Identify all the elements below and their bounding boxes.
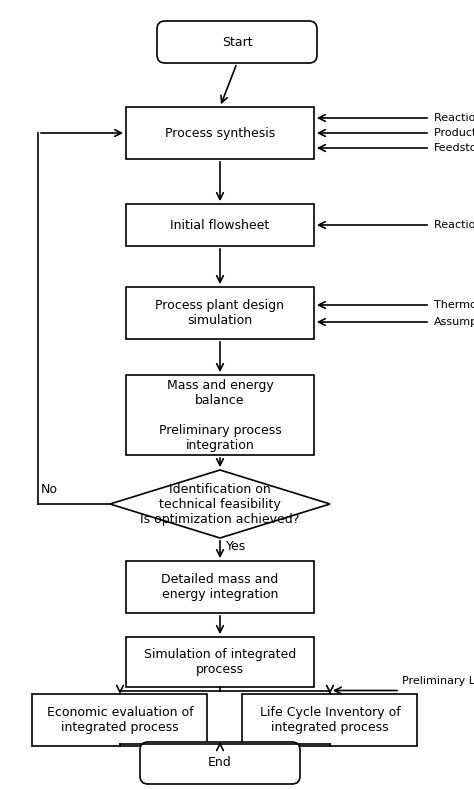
Bar	[126, 287, 314, 339]
Text: Mass and energy
balance

Preliminary process
integration: Mass and energy balance Preliminary proc…	[159, 379, 282, 451]
Text: No: No	[41, 483, 58, 496]
Text: Assumptions: Assumptions	[434, 317, 474, 327]
Text: Process plant design
simulation: Process plant design simulation	[155, 299, 284, 327]
Text: Start: Start	[222, 36, 252, 48]
Text: Reaction data and formula: Reaction data and formula	[434, 220, 474, 230]
Text: Identification on
technical feasibility
Is optimization achieved?: Identification on technical feasibility …	[140, 483, 300, 525]
Text: Thermodynamic database: Thermodynamic database	[434, 300, 474, 310]
Text: Economic evaluation of
integrated process: Economic evaluation of integrated proces…	[46, 706, 193, 734]
Text: Preliminary LCA: Preliminary LCA	[402, 676, 474, 686]
Bar	[126, 204, 314, 246]
Text: Reaction pathways: Reaction pathways	[434, 113, 474, 123]
Text: Yes: Yes	[226, 540, 246, 552]
Text: Simulation of integrated
process: Simulation of integrated process	[144, 648, 296, 676]
Bar	[126, 561, 314, 613]
Text: End: End	[208, 757, 232, 769]
Bar	[126, 637, 314, 687]
Text: Life Cycle Inventory of
integrated process: Life Cycle Inventory of integrated proce…	[260, 706, 401, 734]
FancyBboxPatch shape	[157, 21, 317, 63]
Bar	[243, 694, 418, 746]
Text: Process synthesis: Process synthesis	[165, 126, 275, 140]
Bar	[126, 107, 314, 159]
Polygon shape	[110, 470, 330, 538]
Text: Feedstock: Feedstock	[434, 143, 474, 153]
Text: Initial flowsheet: Initial flowsheet	[170, 219, 270, 231]
FancyBboxPatch shape	[140, 742, 300, 784]
Bar	[33, 694, 208, 746]
Bar	[126, 375, 314, 455]
Text: Detailed mass and
energy integration: Detailed mass and energy integration	[161, 573, 279, 601]
Text: Production capacity: Production capacity	[434, 128, 474, 138]
